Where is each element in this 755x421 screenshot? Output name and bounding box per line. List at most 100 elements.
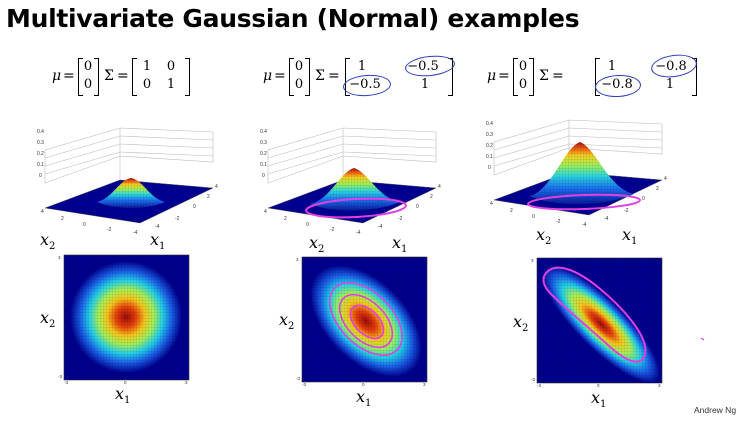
xy-tick: -4 (356, 230, 361, 236)
contour-plot-3: 3 -3 -3 0 3 (531, 257, 663, 388)
xy-tick: -2 (175, 216, 180, 222)
formula-example-2: μ = 0 0 Σ = 1 −0.5 −0.5 1 (263, 53, 463, 102)
formula-example-1: μ = 0 0 Σ = 1 0 0 1 (52, 56, 212, 102)
surface-3-x1-label: x1 (622, 225, 638, 248)
sigma-bracket-left (132, 58, 137, 96)
y-tick: 3 (296, 257, 299, 262)
contour-2-x2-label: x2 (279, 310, 295, 333)
sigma-symbol: Σ (315, 68, 325, 84)
mu-bracket-left (513, 58, 518, 96)
xy-tick: 4 (490, 201, 493, 207)
surface-1-x2-label: x2 (40, 230, 56, 253)
xy-tick: -2 (330, 227, 335, 233)
z-tick: 0.4 (37, 129, 44, 135)
mu-symbol: μ (52, 68, 62, 84)
mu-entry-1: 0 (518, 59, 528, 74)
z-tick: 0.2 (486, 143, 493, 149)
mu-bracket-right (529, 58, 534, 96)
z-tick: 0 (488, 165, 491, 171)
surface-3-x2-label: x2 (536, 225, 552, 248)
xy-tick: -4 (133, 230, 138, 236)
xy-tick: 0 (416, 204, 419, 210)
mu-bracket-right (305, 58, 310, 96)
z-tick: 0 (39, 173, 42, 179)
sigma-entry-11: 1 (357, 59, 367, 74)
sigma-entry-12: −0.5 (407, 59, 439, 74)
stray-pen-mark (700, 337, 705, 341)
xy-tick: 2 (61, 216, 64, 222)
mu-bracket-left (78, 58, 83, 96)
xy-tick: 4 (41, 209, 44, 215)
annotation-circle-upper (649, 51, 699, 81)
y-tick: 3 (531, 258, 534, 263)
slide-title: Multivariate Gaussian (Normal) examples (6, 4, 580, 33)
contour-3-x2-label: x2 (513, 312, 529, 335)
equals-sign: = (274, 68, 286, 84)
x-tick: -3 (537, 383, 541, 388)
surface-plot-2: 0.4 0.3 0.2 0.1 0 4 2 0 -2 -4 -4 -2 0 2 … (260, 127, 441, 236)
x-tick: 3 (423, 382, 426, 387)
xy-tick: 0 (532, 214, 535, 220)
equals-sign: = (498, 68, 510, 84)
sigma-entry-11: 1 (607, 59, 617, 74)
mu-bracket-left (289, 58, 294, 96)
sigma-entry-21: 0 (142, 77, 152, 92)
sigma-entry-12: −0.8 (655, 59, 687, 74)
xy-tick: 0 (83, 222, 86, 228)
sigma-bracket-right (185, 58, 190, 96)
xy-tick: 0 (193, 204, 196, 210)
contour-1-x2-label: x2 (40, 308, 56, 331)
mu-entry-1: 0 (294, 59, 304, 74)
sigma-entry-22: 1 (665, 77, 675, 92)
contour-plot-2: 3 -3 -3 0 3 (296, 256, 428, 387)
sigma-bracket-right (448, 58, 453, 96)
xy-tick: 2 (284, 216, 287, 222)
surface-2-x1-label: x1 (392, 233, 408, 256)
xy-tick: 2 (430, 194, 433, 200)
x-tick: -3 (302, 382, 306, 387)
sigma-entry-22: 1 (166, 77, 176, 92)
annotation-magenta-ellipse (527, 193, 641, 211)
x-tick: 3 (185, 380, 188, 385)
xy-tick: 4 (264, 209, 267, 215)
xy-tick: -2 (398, 216, 403, 222)
xy-tick: -2 (107, 227, 112, 233)
y-tick: -3 (58, 374, 62, 379)
xy-tick: -4 (155, 224, 160, 230)
sigma-symbol: Σ (104, 68, 114, 84)
xy-tick: -4 (582, 222, 587, 228)
z-tick: 0.1 (486, 154, 493, 160)
z-tick: 0.2 (37, 151, 44, 157)
mu-symbol: μ (263, 68, 273, 84)
formula-example-3: μ = 0 0 Σ = 1 −0.8 −0.8 1 (487, 51, 699, 102)
surface-plot-3: 0.4 0.3 0.2 0.1 0 4 2 0 -2 -4 -4 -2 0 2 … (486, 119, 667, 228)
sigma-entry-11: 1 (142, 59, 152, 74)
surface-1-x1-label: x1 (150, 230, 166, 253)
equals-sign: = (63, 68, 75, 84)
y-tick: 3 (58, 255, 61, 260)
xy-tick: 2 (207, 194, 210, 200)
sigma-symbol: Σ (539, 68, 549, 84)
xy-tick: 0 (642, 196, 645, 202)
contour-1-x1-label: x1 (115, 384, 131, 407)
equals-sign: = (328, 68, 340, 84)
z-tick: 0.3 (486, 132, 493, 138)
x-tick: 0 (597, 383, 600, 388)
sigma-bracket-left (345, 58, 350, 96)
contour-plot-1: 3 -3 -3 0 3 (58, 254, 190, 385)
surface-2-x2-label: x2 (309, 233, 325, 256)
footer-credit: Andrew Ng (694, 405, 737, 415)
x-tick: 0 (362, 382, 365, 387)
contour-3-x1-label: x1 (591, 388, 607, 411)
y-tick: -3 (296, 376, 300, 381)
z-tick: 0 (262, 173, 265, 179)
z-tick: 0.1 (37, 162, 44, 168)
xy-tick: -2 (624, 208, 629, 214)
z-tick: 0.3 (260, 140, 267, 146)
xy-tick: 4 (664, 176, 667, 182)
xy-tick: 2 (510, 208, 513, 214)
sigma-bracket-right (692, 58, 697, 96)
mu-entry-2: 0 (294, 77, 304, 92)
equals-sign: = (552, 68, 564, 84)
mu-entry-2: 0 (518, 77, 528, 92)
